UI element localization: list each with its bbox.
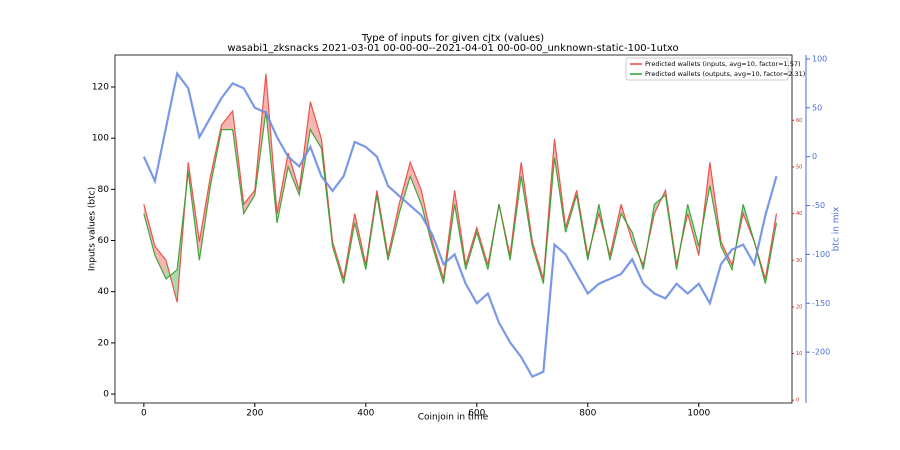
x-tick-label: 800 <box>579 409 596 419</box>
y2-tick-label: -50 <box>812 201 825 210</box>
x-tick-label: 400 <box>357 409 374 419</box>
legend-label: Predicted wallets (inputs, avg=10, facto… <box>645 60 801 68</box>
x-tick-label: 1000 <box>687 409 710 419</box>
x-tick-label: 600 <box>468 409 485 419</box>
y2-tick-label: 0 <box>812 152 817 161</box>
plot-frame <box>114 54 793 404</box>
chart-title: Type of inputs for given cjtx (values) <box>361 33 544 44</box>
y2-tick-label: -100 <box>812 250 830 259</box>
y3-tick-label: 0 <box>796 398 799 404</box>
y3-tick-label: 20 <box>796 304 802 310</box>
fill-between <box>154 246 167 279</box>
y-tick-label: 40 <box>98 287 110 297</box>
series-line <box>143 73 778 303</box>
y3-tick-label: 50 <box>796 164 802 170</box>
series-line <box>143 110 778 284</box>
y2-tick-label: 50 <box>812 103 822 112</box>
fill-between <box>221 110 233 130</box>
y-axis-label: Inputs values (btc) <box>88 187 98 271</box>
legend-box <box>625 57 789 81</box>
y2-tick-label: 100 <box>812 54 827 63</box>
fill-between <box>310 101 322 149</box>
y-tick-label: 100 <box>92 134 109 144</box>
y2-axis-label: btc in mix <box>832 206 842 251</box>
y-tick-label: 120 <box>92 82 109 92</box>
y-tick-label: 0 <box>103 390 109 400</box>
y-tick-label: 20 <box>98 338 110 348</box>
legend-label: Predicted wallets (outputs, avg=10, fact… <box>645 70 805 78</box>
chart-subtitle: wasabi1_zksnacks 2021-03-01 00-00-00--20… <box>227 43 678 54</box>
y-tick-label: 80 <box>98 185 110 195</box>
y3-tick-label: 60 <box>796 118 802 124</box>
y2-tick-label: -150 <box>812 299 830 308</box>
x-axis-label: Coinjoin in time <box>418 413 489 423</box>
fill-between <box>410 162 422 205</box>
x-tick-label: 200 <box>246 409 263 419</box>
series-line <box>142 70 778 379</box>
y3-tick-label: 40 <box>796 211 802 217</box>
y2-tick-label: -200 <box>812 348 830 357</box>
x-tick-label: 0 <box>141 409 147 419</box>
y3-tick-label: 10 <box>796 351 802 357</box>
y-tick-label: 60 <box>98 236 110 246</box>
y3-tick-label: 30 <box>796 258 802 264</box>
